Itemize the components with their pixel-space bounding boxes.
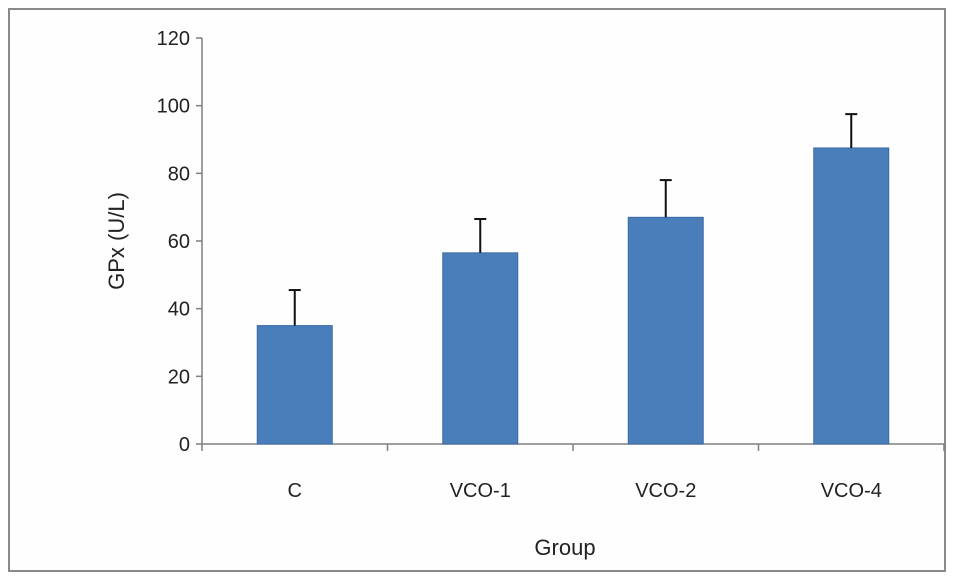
bars-group <box>256 147 890 445</box>
error-bars-group <box>288 113 858 326</box>
x-tick-label: VCO-1 <box>450 480 511 502</box>
y-axis: 0 20 40 60 80 100 120 <box>157 28 203 456</box>
bar-vco-2 <box>627 216 704 445</box>
x-tick-label: VCO-4 <box>821 480 882 502</box>
x-axis-title: Group <box>534 535 595 560</box>
y-tick-label: 60 <box>168 231 190 253</box>
x-tick-label: C <box>288 480 302 502</box>
x-axis: C VCO-1 VCO-2 VCO-4 <box>201 443 945 502</box>
bar-vco-1 <box>442 252 519 445</box>
bar-vco-4 <box>813 147 890 445</box>
y-tick-label: 80 <box>168 163 190 185</box>
bar-c <box>256 325 333 445</box>
y-tick-label: 40 <box>168 299 190 321</box>
y-tick-label: 100 <box>157 96 190 118</box>
y-tick-label: 0 <box>179 434 190 456</box>
y-axis-title: GPx (U/L) <box>104 192 129 290</box>
x-tick-label: VCO-2 <box>635 480 696 502</box>
y-tick-label: 120 <box>157 28 190 50</box>
y-tick-label: 20 <box>168 366 190 388</box>
